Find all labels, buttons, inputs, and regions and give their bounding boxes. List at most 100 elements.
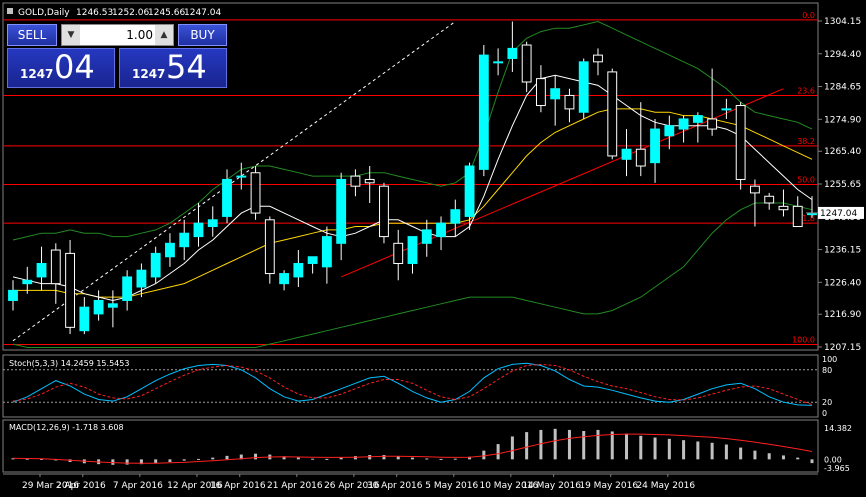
macd-histogram-bar [139,459,143,465]
macd-histogram-bar [724,444,728,460]
macd-histogram-bar [154,459,158,464]
bid-price-button[interactable]: 1247 04 [7,48,115,88]
x-tick-label: 29 Mar 2016 [22,481,79,491]
bullish-candle [236,175,247,178]
open-price: 1246.53 [76,8,113,18]
macd-histogram-bar [682,440,686,460]
bearish-candle [735,105,746,180]
macd-histogram-bar [653,437,657,460]
buy-button[interactable]: BUY [178,24,227,46]
support-trendline [340,88,784,278]
x-tick-label: 10 May 2016 [479,481,538,491]
symbol-label: GOLD,Daily [18,8,70,18]
bullish-candle [507,47,518,59]
bearish-candle [521,44,532,83]
macd-histogram-bar [425,458,429,460]
current-price-tag [818,206,864,219]
ask-price-button[interactable]: 1247 54 [119,48,227,88]
macd-histogram-bar [225,455,229,460]
bearish-candle [764,195,775,204]
bearish-candle [379,185,389,238]
bullish-candle [678,118,689,130]
sell-button[interactable]: SELL [7,24,57,46]
macd-histogram-bar [639,435,643,460]
y-tick-label: 1207.15 [824,343,861,353]
macd-panel-frame [2,419,819,473]
macd-histogram-bar [353,456,357,460]
bullish-candle [578,61,589,113]
lot-size-value[interactable]: 1.00 [126,28,153,42]
one-click-trading-panel: SELL ▼ 1.00 ▲ BUY 1247 04 1247 54 [7,24,227,88]
macd-histogram-bar [596,429,600,460]
macd-histogram-bar [196,458,200,460]
bullish-candle [36,262,47,278]
macd-histogram-bar [125,459,129,465]
bullish-candle [493,61,504,64]
bullish-candle [464,165,475,217]
bullish-candle [193,222,204,238]
macd-histogram-bar [525,432,529,460]
macd-histogram-bar [667,438,671,460]
low-price: 1245.66 [148,8,185,18]
lot-increase-icon[interactable]: ▲ [155,25,173,45]
macd-histogram-bar [753,450,757,460]
y-tick-label: 1255.65 [824,180,861,190]
bollinger-lower-line [12,202,813,348]
fib-level-label: 0.0 [802,11,815,20]
macd-histogram-bar [553,428,557,460]
bullish-candle [107,303,118,308]
bullish-candle [222,178,232,217]
lot-decrease-icon[interactable]: ▼ [62,25,80,45]
bullish-candle [79,306,90,332]
macd-histogram-bar [696,441,700,460]
lot-size-input[interactable]: ▼ 1.00 ▲ [61,24,174,46]
bullish-candle [122,276,133,301]
y-tick-label: 1216.90 [824,310,861,320]
macd-histogram-bar [254,453,258,460]
bearish-candle [750,185,760,194]
x-tick-label: 21 Apr 2016 [267,481,323,491]
close-price: 1247.04 [184,8,221,18]
x-tick-label: 12 Apr 2016 [167,481,223,491]
fib-level-label: 50.0 [797,176,815,185]
macd-histogram-bar [625,433,629,460]
bullish-candle [93,299,104,315]
ask-price-pips: 54 [166,48,207,86]
macd-histogram-bar [211,457,215,460]
macd-histogram-bar [168,459,172,462]
fib-level-label: 61.8 [797,214,815,223]
bullish-candle [407,236,418,264]
macd-histogram-bar [11,458,15,460]
bullish-candle [150,252,161,278]
x-tick-label: 7 Apr 2016 [113,481,163,491]
macd-histogram-bar [296,457,300,460]
moving-average-slow-line [13,108,813,298]
bearish-candle [65,252,75,328]
macd-axis-label: -3.965 [824,464,850,473]
stochastic-panel-frame [2,354,819,418]
bullish-candle [478,54,489,170]
x-tick-label: 26 Apr 2016 [324,481,380,491]
fib-level-label: 38.2 [797,137,815,146]
bearish-candle [593,54,603,63]
y-tick-label: 1236.15 [824,246,861,256]
macd-histogram-bar [111,459,115,465]
y-tick-label: 1265.40 [824,147,861,157]
x-tick-label: 24 May 2016 [636,481,695,491]
y-tick-label: 1294.40 [824,50,861,60]
macd-histogram-bar [453,458,457,460]
bullish-candle [165,242,175,258]
x-tick-label: 30 Apr 2016 [367,481,423,491]
bearish-candle [635,148,646,167]
bullish-candle [22,279,33,285]
macd-histogram-bar [510,436,514,460]
macd-histogram-bar [767,453,771,460]
bearish-candle [364,178,375,184]
bullish-candle [321,236,332,268]
bullish-candle [436,222,446,238]
bullish-candle [136,269,147,288]
macd-label: MACD(12,26,9) -1.718 3.608 [9,423,124,432]
macd-histogram-bar [496,444,500,460]
bullish-candle [307,256,318,264]
